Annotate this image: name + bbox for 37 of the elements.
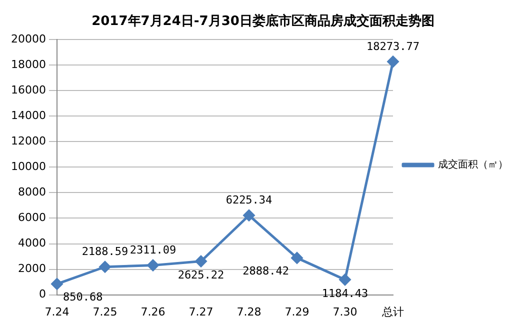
x-tick-label: 7.26: [140, 305, 166, 318]
y-tick-label: 14000: [10, 109, 46, 122]
point: [387, 56, 399, 68]
point: [99, 261, 111, 273]
x-tick-label: 7.28: [236, 305, 262, 318]
point: [195, 256, 207, 268]
x-tick-label: 总计: [381, 305, 404, 318]
y-tick-label: 18000: [10, 58, 46, 71]
y-tick-label: 6000: [18, 211, 46, 224]
y-tick-label: 10000: [10, 160, 46, 174]
y-tick-label: 8000: [18, 186, 46, 199]
data-label: 2625.22: [178, 268, 224, 282]
legend-label: 成交面积（㎡）: [438, 158, 508, 171]
point: [147, 260, 159, 272]
y-tick-label: 20000: [10, 32, 46, 46]
data-label: 2888.42: [242, 264, 289, 278]
y-tick-label: 12000: [10, 134, 46, 148]
y-tick-label: 0: [38, 288, 46, 301]
data-label: 2311.09: [130, 244, 176, 257]
y-tick-label: 2000: [18, 262, 46, 276]
x-tick-label: 7.29: [284, 305, 310, 318]
x-tick-label: 7.24: [44, 305, 70, 318]
y-tick-label: 16000: [10, 84, 46, 96]
point: [51, 278, 63, 290]
data-label: 1184.43: [322, 287, 368, 300]
data-label: 6225.34: [226, 194, 273, 207]
x-tick-label: 7.25: [92, 305, 118, 318]
point: [339, 274, 351, 286]
data-label: 850.68: [62, 290, 103, 304]
data-label: 18273.77: [366, 40, 420, 53]
point: [243, 210, 255, 222]
data-label: 2188.59: [82, 245, 128, 258]
point: [291, 252, 303, 264]
x-tick-label: 7.30: [332, 305, 358, 318]
chart-title: 2017年7月24日-7月30日娄底市区商品房成交面积走势图: [92, 13, 434, 30]
y-tick-label: 4000: [18, 236, 46, 250]
x-tick-label: 7.27: [188, 305, 214, 318]
